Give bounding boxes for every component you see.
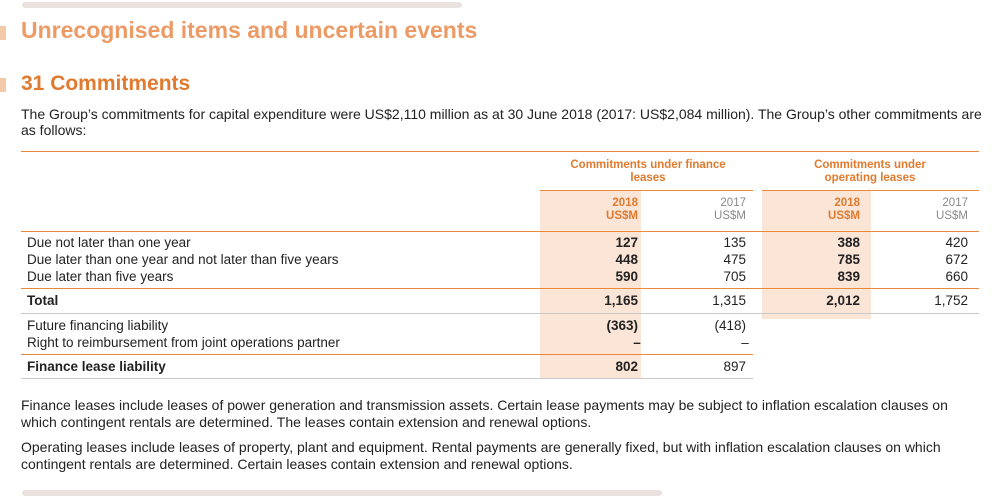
table-row: Due later than five years 590 705 839 66… xyxy=(0,268,1006,285)
cell-operating-2017: 420 xyxy=(945,235,968,250)
header-bottom-rule xyxy=(21,231,979,232)
group-rule-operating xyxy=(762,190,979,191)
cell-operating-2017: 660 xyxy=(945,269,968,284)
cell-operating-2017: 1,752 xyxy=(934,293,968,308)
cell-finance-2017: 135 xyxy=(723,235,746,250)
total-bottom-rule xyxy=(21,313,979,314)
faint-text-bottom xyxy=(22,490,662,496)
cell-finance-2018: 1,165 xyxy=(604,293,638,308)
group-rule-finance xyxy=(540,190,753,191)
col-header-finance-2018: 2018 US$M xyxy=(606,197,638,222)
row-label: Future financing liability xyxy=(27,318,169,333)
cell-operating-2018: 839 xyxy=(837,269,860,284)
note-title: 31 Commitments xyxy=(21,72,191,95)
table-row: Right to reimbursement from joint operat… xyxy=(0,334,1006,351)
cell-finance-2018: 127 xyxy=(615,235,638,250)
cell-operating-2018: 388 xyxy=(837,235,860,250)
footnote-finance-leases: Finance leases include leases of power g… xyxy=(21,397,948,430)
cell-finance-2017: – xyxy=(741,335,749,350)
table-row: Future financing liability (363) (418) xyxy=(0,317,1006,334)
row-label: Total xyxy=(27,293,59,308)
table-top-rule xyxy=(21,151,979,152)
page-edge-marker xyxy=(0,78,6,92)
cell-finance-2018: 448 xyxy=(615,252,638,267)
total-top-rule xyxy=(21,288,979,289)
group-header-operating-leases: Commitments under operating leases xyxy=(814,159,926,184)
cell-operating-2018: 2,012 xyxy=(826,293,860,308)
cell-finance-2018: – xyxy=(633,335,641,350)
col-header-operating-2018: 2018 US$M xyxy=(828,197,860,222)
table-row: Due later than one year and not later th… xyxy=(0,251,1006,268)
table-row: Due not later than one year 127 135 388 … xyxy=(0,234,1006,251)
faint-text-top xyxy=(22,2,462,8)
cell-finance-2017: 897 xyxy=(723,359,746,374)
col-header-finance-2017: 2017 US$M xyxy=(714,197,746,222)
cell-operating-2017: 672 xyxy=(945,252,968,267)
liability-top-rule xyxy=(21,354,753,355)
row-label: Due not later than one year xyxy=(27,235,191,250)
shaded-column-2018-finance xyxy=(540,191,641,379)
page-edge-marker xyxy=(0,26,6,40)
cell-finance-2017: 705 xyxy=(723,269,746,284)
table-row-finance-lease-liability: Finance lease liability 802 897 xyxy=(0,358,1006,375)
cell-finance-2017: 1,315 xyxy=(712,293,746,308)
shaded-column-2018-operating xyxy=(762,191,871,319)
row-label: Finance lease liability xyxy=(27,359,166,374)
intro-paragraph: The Group’s commitments for capital expe… xyxy=(21,106,982,138)
cell-finance-2018: 802 xyxy=(615,359,638,374)
liability-bottom-rule xyxy=(21,378,753,379)
cell-finance-2018: (363) xyxy=(606,318,638,333)
cell-finance-2018: 590 xyxy=(615,269,638,284)
cell-finance-2017: 475 xyxy=(723,252,746,267)
cell-finance-2017: (418) xyxy=(714,318,746,333)
row-label: Due later than one year and not later th… xyxy=(27,252,339,267)
footnote-operating-leases: Operating leases include leases of prope… xyxy=(21,439,941,472)
row-label: Due later than five years xyxy=(27,269,174,284)
row-label: Right to reimbursement from joint operat… xyxy=(27,335,340,350)
section-title: Unrecognised items and uncertain events xyxy=(21,17,478,43)
table-row-total: Total 1,165 1,315 2,012 1,752 xyxy=(0,292,1006,309)
cell-operating-2018: 785 xyxy=(837,252,860,267)
group-header-finance-leases: Commitments under finance leases xyxy=(570,159,726,184)
col-header-operating-2017: 2017 US$M xyxy=(936,197,968,222)
